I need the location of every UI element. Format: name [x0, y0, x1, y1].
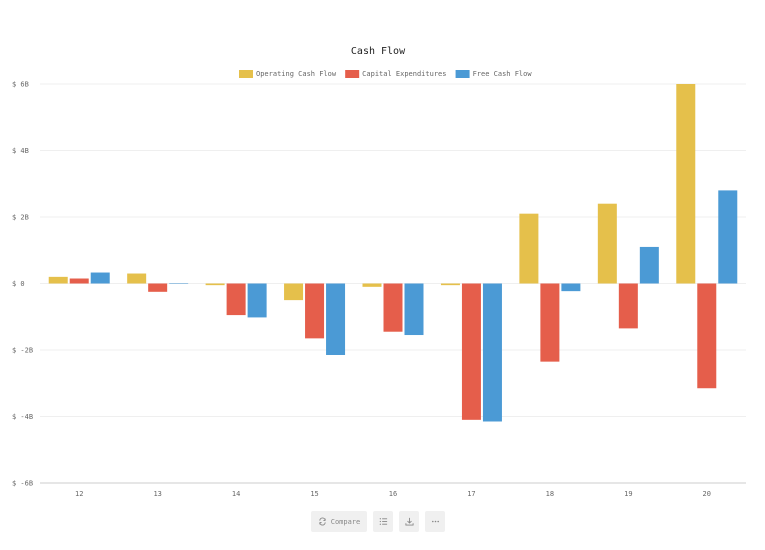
bar-free-cash-flow[interactable] [90, 272, 110, 284]
bar-operating-cash-flow[interactable] [362, 283, 382, 287]
bar-free-cash-flow[interactable] [639, 246, 659, 284]
bar-operating-cash-flow[interactable] [284, 283, 304, 301]
bar-capital-expenditures[interactable] [461, 283, 481, 420]
legend-item[interactable]: Capital Expenditures [345, 70, 446, 78]
y-tick-label: $ 4B [12, 147, 29, 155]
bar-capital-expenditures[interactable] [540, 283, 560, 362]
bar-free-cash-flow[interactable] [326, 283, 346, 355]
legend-label: Operating Cash Flow [256, 70, 337, 78]
y-tick-label: $ -2B [12, 347, 33, 355]
legend: Operating Cash Flow Capital Expenditures F… [239, 70, 532, 78]
y-axis: $ 6B $ 4B $ 2B $ 0 $ -2B $ -4B $ -6B [12, 81, 33, 488]
bar-free-cash-flow[interactable] [247, 283, 267, 318]
cash-flow-chart: Cash Flow Operating Cash Flow Capital Exp… [12, 46, 746, 498]
legend-item[interactable]: Free Cash Flow [455, 70, 533, 78]
y-tick-label: $ 2B [12, 214, 29, 222]
x-tick-label: 17 [467, 490, 475, 498]
legend-label: Capital Expenditures [362, 70, 446, 78]
bar-operating-cash-flow[interactable] [48, 276, 68, 284]
y-tick-label: $ 6B [12, 81, 29, 89]
bar-capital-expenditures[interactable] [226, 283, 246, 316]
x-tick-label: 19 [624, 490, 632, 498]
download-icon [404, 517, 414, 526]
chart-title: Cash Flow [351, 46, 406, 57]
bar-capital-expenditures[interactable] [148, 283, 168, 292]
legend-label: Free Cash Flow [473, 70, 533, 78]
legend-item[interactable]: Operating Cash Flow [239, 70, 337, 78]
bar-capital-expenditures[interactable] [383, 283, 403, 332]
legend-swatch [239, 70, 253, 78]
x-tick-label: 15 [310, 490, 318, 498]
bar-capital-expenditures[interactable] [697, 283, 717, 389]
x-tick-label: 18 [546, 490, 554, 498]
bar-free-cash-flow[interactable] [404, 283, 424, 336]
bar-operating-cash-flow[interactable] [597, 203, 617, 284]
bar-free-cash-flow[interactable] [482, 283, 502, 422]
bar-operating-cash-flow[interactable] [519, 213, 539, 284]
bar-operating-cash-flow[interactable] [676, 84, 696, 284]
bar-operating-cash-flow[interactable] [127, 273, 147, 284]
download-button[interactable] [399, 511, 419, 532]
legend-swatch [455, 70, 470, 78]
x-tick-label: 16 [389, 490, 397, 498]
legend-swatch [345, 70, 360, 78]
x-axis: 12 13 14 15 16 17 18 19 20 [75, 490, 711, 498]
list-button[interactable] [373, 511, 393, 532]
bar-free-cash-flow[interactable] [169, 283, 189, 285]
bar-capital-expenditures[interactable] [69, 278, 89, 284]
bar-operating-cash-flow[interactable] [205, 283, 225, 286]
compare-button[interactable]: Compare [311, 511, 367, 532]
x-tick-label: 20 [703, 490, 711, 498]
refresh-icon [319, 517, 326, 526]
more-button[interactable] [425, 511, 445, 532]
x-tick-label: 13 [153, 490, 161, 498]
y-tick-label: $ 0 [12, 280, 25, 288]
list-icon [379, 518, 387, 525]
y-tick-label: $ -4B [12, 413, 33, 421]
bars [48, 84, 738, 422]
bar-operating-cash-flow[interactable] [440, 283, 460, 286]
x-tick-label: 14 [232, 490, 240, 498]
bar-capital-expenditures[interactable] [618, 283, 638, 329]
bar-free-cash-flow[interactable] [718, 190, 738, 284]
chart-toolbar: Compare [311, 511, 445, 532]
bar-capital-expenditures[interactable] [305, 283, 325, 339]
more-icon [431, 520, 439, 523]
x-tick-label: 12 [75, 490, 83, 498]
bar-free-cash-flow[interactable] [561, 283, 581, 292]
y-tick-label: $ -6B [12, 480, 33, 488]
compare-label: Compare [330, 517, 361, 526]
